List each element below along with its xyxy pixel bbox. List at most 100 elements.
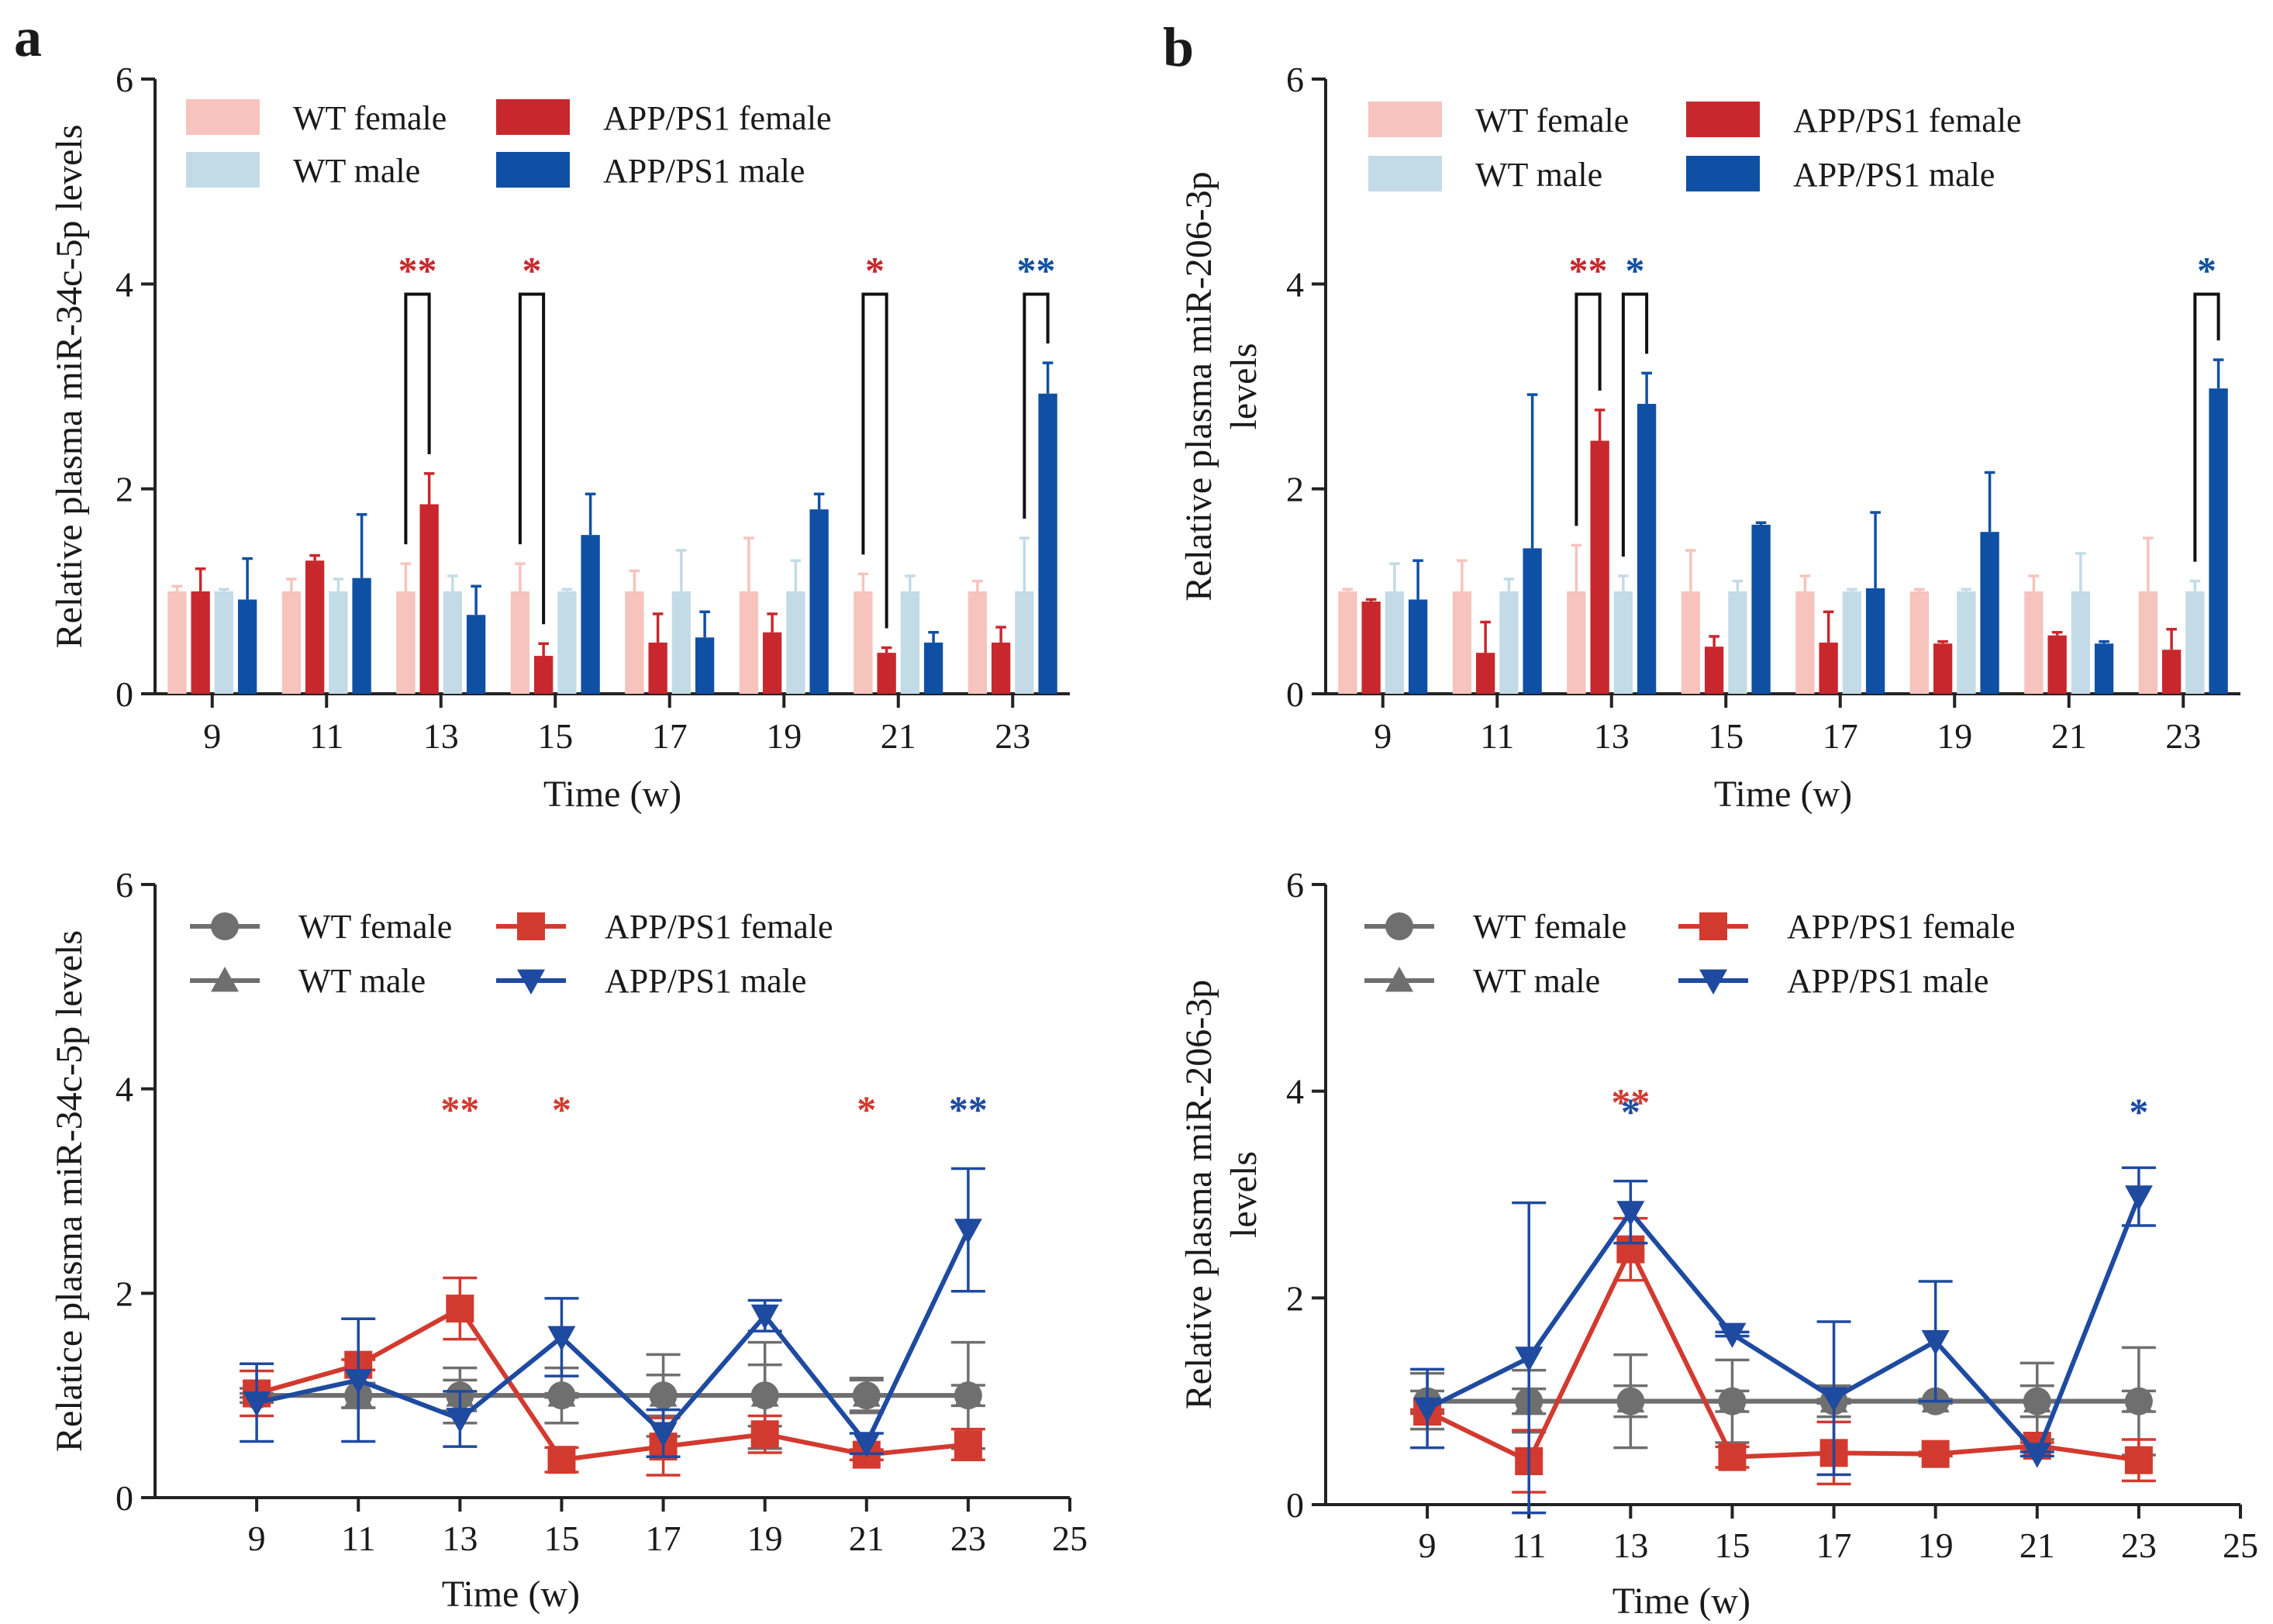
series-app-ps1-female <box>240 1276 985 1477</box>
bar-app-ps1-female-9 <box>1361 602 1381 694</box>
legend-label-app-ps1-female: APP/PS1 female <box>603 99 832 137</box>
point-app-ps1-female-19 <box>1921 1440 1950 1468</box>
y-axis-title: Relative plasma miR-34c-5p levels <box>49 125 90 649</box>
bar-app-ps1-female-13 <box>419 504 439 694</box>
bar-wt-male-13 <box>1613 591 1633 694</box>
y-axis-title: Relative plasma miR-206-3p levels <box>1178 171 1264 602</box>
significance-label: ** <box>949 1088 988 1131</box>
bar-wt-female-19 <box>739 591 759 694</box>
bar-app-ps1-male-11 <box>352 578 371 694</box>
significance-label: ** <box>1569 249 1608 292</box>
x-tick-label: 11 <box>341 1519 375 1558</box>
x-tick-label: 15 <box>543 1519 579 1558</box>
bar-wt-male-19 <box>786 591 805 694</box>
y-axis-title: Relatice plasma miR-34c-5p levels <box>49 930 90 1452</box>
point-app-ps1-male-19 <box>750 1304 779 1330</box>
x-tick-label: 17 <box>1823 716 1858 756</box>
line-app-ps1-male <box>256 1229 971 1446</box>
series-app-ps1-male <box>1410 1166 2156 1515</box>
bar-wt-male-11 <box>1499 591 1519 694</box>
legend-swatch-wt-male <box>1368 156 1442 191</box>
significance-label: * <box>1621 1090 1640 1133</box>
bar-wt-female-15 <box>510 591 530 694</box>
point-app-ps1-male-23 <box>2124 1185 2153 1211</box>
point-app-ps1-male-13 <box>1616 1201 1645 1226</box>
bar-app-ps1-male-9 <box>237 599 257 694</box>
bar-wt-female-17 <box>1795 591 1815 694</box>
bar-app-ps1-female-23 <box>2161 650 2182 694</box>
legend-label-wt-female: WT female <box>1475 102 1629 140</box>
significance-label: * <box>1625 249 1644 292</box>
chart-a-bar: 0 2 4 6 Relative plasma miR-34c-5p levels 9 11… <box>49 60 1070 815</box>
bar-app-ps1-male-17 <box>1865 588 1885 694</box>
y-tick-label: 0 <box>116 674 133 714</box>
significance-bracket <box>2193 292 2220 562</box>
legend-swatch-app-ps1-female <box>1686 102 1760 137</box>
y-tick-label: 6 <box>1286 60 1304 99</box>
point-app-ps1-male-17 <box>1819 1387 1848 1412</box>
y-tick-label: 4 <box>116 264 133 304</box>
legend: WT female WT male APP/PS1 female APP/PS1 ma… <box>190 908 833 1000</box>
legend-marker-app-ps1-female <box>517 912 545 940</box>
legend-label-app-ps1-female: APP/PS1 female <box>1793 102 2022 140</box>
y-tick-label: 4 <box>116 1070 133 1109</box>
legend-label-wt-male: WT male <box>1473 962 1600 1000</box>
legend-swatch-wt-female <box>186 99 260 135</box>
y-tick-label: 0 <box>1286 1485 1304 1525</box>
significance-bracket <box>1023 292 1050 519</box>
legend-label-app-ps1-male: APP/PS1 male <box>1793 156 1995 194</box>
x-tick-label: 23 <box>950 1519 986 1558</box>
bar-app-ps1-male-21 <box>2094 643 2114 694</box>
x-tick-label: 25 <box>2223 1526 2258 1565</box>
bar-wt-female-9 <box>1338 591 1357 694</box>
significance-bracket <box>404 292 431 545</box>
panel-label-b: b <box>1163 16 1194 78</box>
y-tick-label: 6 <box>1286 865 1304 905</box>
series-app-ps1-female <box>191 472 1011 694</box>
bar-app-ps1-male-13 <box>466 615 486 694</box>
bar-wt-male-21 <box>2071 591 2091 694</box>
series-wt-female <box>1338 536 2158 694</box>
y-axis-title: Relative plasma miR-206-3p levels <box>1178 980 1264 1410</box>
point-wt-male-21 <box>2023 1387 2051 1413</box>
x-tick-label: 17 <box>1816 1526 1852 1565</box>
point-app-ps1-male-21 <box>2023 1443 2051 1468</box>
significance-bracket <box>1575 292 1602 526</box>
x-tick-label: 21 <box>2019 1526 2055 1565</box>
bar-app-ps1-male-23 <box>1038 393 1057 694</box>
bar-wt-male-23 <box>2185 591 2205 694</box>
bar-app-ps1-male-21 <box>923 642 943 694</box>
x-tick-label: 11 <box>309 716 343 756</box>
significance-bracket <box>1621 292 1649 557</box>
legend-label-wt-male: WT male <box>298 962 426 1000</box>
point-wt-male-13 <box>1616 1387 1645 1413</box>
legend-marker-wt-female <box>1385 912 1413 940</box>
bar-wt-male-21 <box>900 591 920 694</box>
bar-wt-female-21 <box>2024 591 2044 694</box>
x-tick-label: 19 <box>766 716 802 756</box>
bar-wt-male-15 <box>557 591 577 694</box>
x-tick-label: 19 <box>1937 716 1972 756</box>
legend-label-wt-female: WT female <box>1473 908 1626 946</box>
x-tick-label: 9 <box>1374 716 1392 756</box>
significance-label: * <box>2129 1090 2148 1133</box>
line-app-ps1-male <box>1426 1195 2141 1457</box>
point-wt-male-23 <box>954 1381 982 1407</box>
legend-label-wt-female: WT female <box>298 908 452 946</box>
point-wt-male-19 <box>750 1381 779 1407</box>
x-tick-label: 9 <box>1419 1526 1437 1565</box>
series-wt-male <box>1385 552 2205 694</box>
y-tick-label: 0 <box>116 1478 133 1518</box>
point-app-ps1-male-15 <box>1718 1322 1747 1348</box>
series-wt-male <box>1410 1361 2156 1441</box>
point-app-ps1-female-15 <box>547 1446 576 1474</box>
y-tick-label: 2 <box>116 470 133 509</box>
x-tick-label: 13 <box>423 716 459 756</box>
point-app-ps1-male-17 <box>649 1422 678 1447</box>
bar-app-ps1-male-15 <box>581 535 600 694</box>
y-tick-label: 6 <box>116 865 133 905</box>
point-wt-male-21 <box>852 1381 881 1407</box>
bar-wt-female-9 <box>167 591 187 694</box>
legend-swatch-wt-female <box>1368 102 1442 137</box>
chart-b-bar: 0 2 4 6 Relative plasma miR-206-3p levels 9 11 1… <box>1178 60 2240 815</box>
